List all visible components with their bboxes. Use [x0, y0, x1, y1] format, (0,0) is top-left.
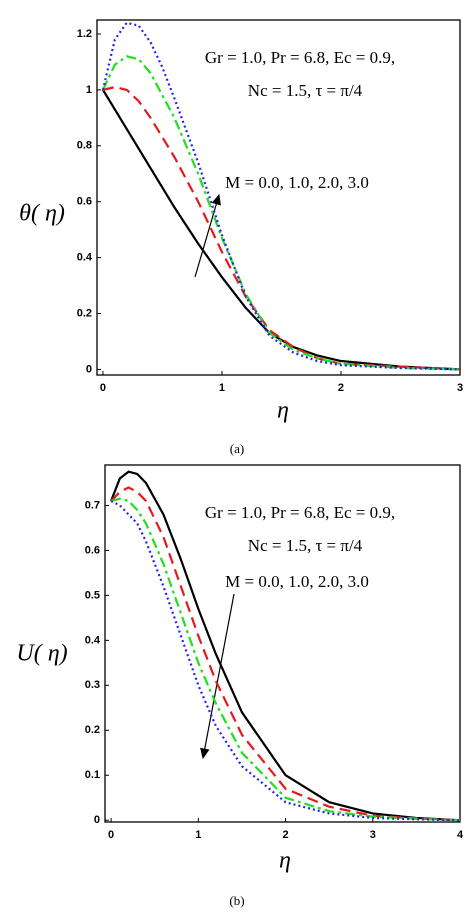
series-line	[102, 89, 461, 371]
series-line	[110, 499, 461, 822]
plot-frame	[104, 464, 461, 823]
series-line	[101, 55, 461, 371]
annotation: Nc = 1.5, τ = π/4	[248, 536, 363, 555]
y-tick-label: 0.4	[85, 634, 101, 646]
y-tick-label: 0.7	[85, 499, 100, 511]
y-tick-label: 0.6	[85, 544, 100, 556]
caption: (b)	[229, 893, 244, 908]
annotation: Gr = 1.0, Pr = 6.8, Ec = 0.9,	[205, 503, 395, 522]
arrow	[200, 593, 235, 760]
x-axis-label: η	[279, 848, 291, 874]
y-tick-label: 0.3	[85, 679, 100, 691]
y-tick-label: 0.8	[77, 140, 92, 152]
y-tick-label: 1	[86, 84, 92, 96]
x-tick-label: 3	[370, 829, 376, 841]
y-tick-label: 0.1	[85, 769, 100, 781]
plot-frame	[96, 19, 461, 376]
caption: (a)	[230, 441, 244, 456]
y-tick-label: 0.5	[85, 589, 100, 601]
y-tick-label: 0	[94, 814, 100, 826]
x-tick-label: 2	[282, 829, 288, 841]
annotation: Gr = 1.0, Pr = 6.8, Ec = 0.9,	[205, 48, 395, 67]
x-tick-label: 3	[457, 382, 463, 394]
y-tick-label: 0.4	[77, 252, 93, 264]
x-tick-label: 2	[338, 382, 344, 394]
series-line	[110, 497, 461, 822]
annotation: M = 0.0, 1.0, 2.0, 3.0	[225, 572, 369, 591]
x-axis-label: η	[277, 398, 289, 424]
y-tick-label: 0	[86, 363, 92, 375]
x-tick-label: 4	[457, 829, 464, 841]
series-line	[101, 21, 461, 371]
x-tick-label: 1	[195, 829, 201, 841]
y-tick-label: 1.2	[77, 28, 92, 40]
y-axis-label: U( η)	[16, 641, 67, 667]
y-tick-label: 0.2	[77, 307, 92, 319]
annotation: Nc = 1.5, τ = π/4	[248, 81, 363, 100]
series-line	[102, 85, 461, 371]
x-tick-label: 1	[219, 382, 225, 394]
series-line	[110, 486, 461, 822]
y-axis-label: θ( η)	[19, 201, 65, 227]
y-tick-label: 0.2	[85, 724, 100, 736]
y-tick-label: 0.6	[77, 196, 92, 208]
x-tick-label: 0	[108, 829, 114, 841]
arrow	[194, 193, 221, 278]
x-tick-label: 0	[100, 382, 106, 394]
series-line	[110, 470, 461, 822]
annotation: M = 0.0, 1.0, 2.0, 3.0	[225, 173, 369, 192]
